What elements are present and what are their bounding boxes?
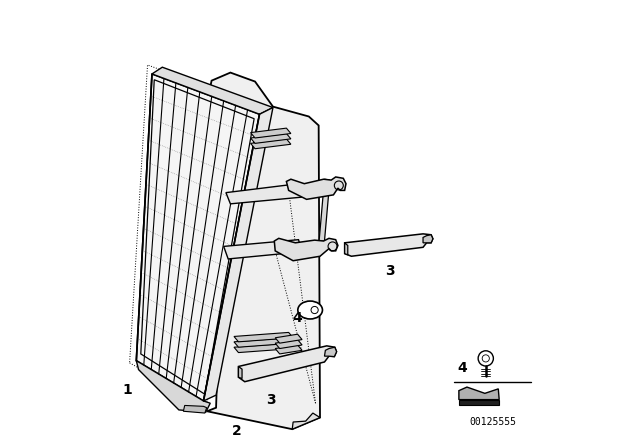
Polygon shape [319, 179, 330, 241]
Polygon shape [423, 235, 433, 243]
Polygon shape [152, 67, 273, 114]
Polygon shape [275, 334, 302, 343]
Polygon shape [184, 405, 207, 413]
Text: 00125555: 00125555 [469, 417, 516, 427]
Polygon shape [136, 361, 210, 412]
Polygon shape [136, 74, 260, 401]
Polygon shape [459, 387, 499, 400]
Polygon shape [226, 184, 302, 204]
Polygon shape [275, 238, 338, 261]
Polygon shape [275, 340, 302, 349]
Polygon shape [224, 240, 302, 259]
Text: 4: 4 [458, 361, 467, 375]
Ellipse shape [298, 301, 323, 319]
Polygon shape [251, 139, 291, 149]
Text: 3: 3 [385, 264, 394, 278]
Polygon shape [251, 134, 291, 143]
Polygon shape [234, 338, 293, 347]
Circle shape [478, 351, 493, 366]
Polygon shape [239, 366, 242, 379]
Polygon shape [275, 345, 302, 354]
Polygon shape [345, 243, 348, 255]
Polygon shape [292, 413, 320, 429]
Text: 3: 3 [266, 392, 276, 407]
Polygon shape [324, 347, 337, 357]
Polygon shape [239, 346, 337, 382]
Polygon shape [207, 73, 320, 429]
Polygon shape [459, 400, 499, 405]
Polygon shape [287, 177, 346, 199]
Text: 4: 4 [292, 311, 303, 325]
Polygon shape [204, 108, 273, 401]
Polygon shape [234, 343, 293, 353]
Polygon shape [345, 234, 433, 256]
Text: 2: 2 [232, 424, 242, 438]
Text: 1: 1 [122, 383, 132, 397]
Polygon shape [251, 128, 291, 138]
Polygon shape [234, 332, 293, 342]
